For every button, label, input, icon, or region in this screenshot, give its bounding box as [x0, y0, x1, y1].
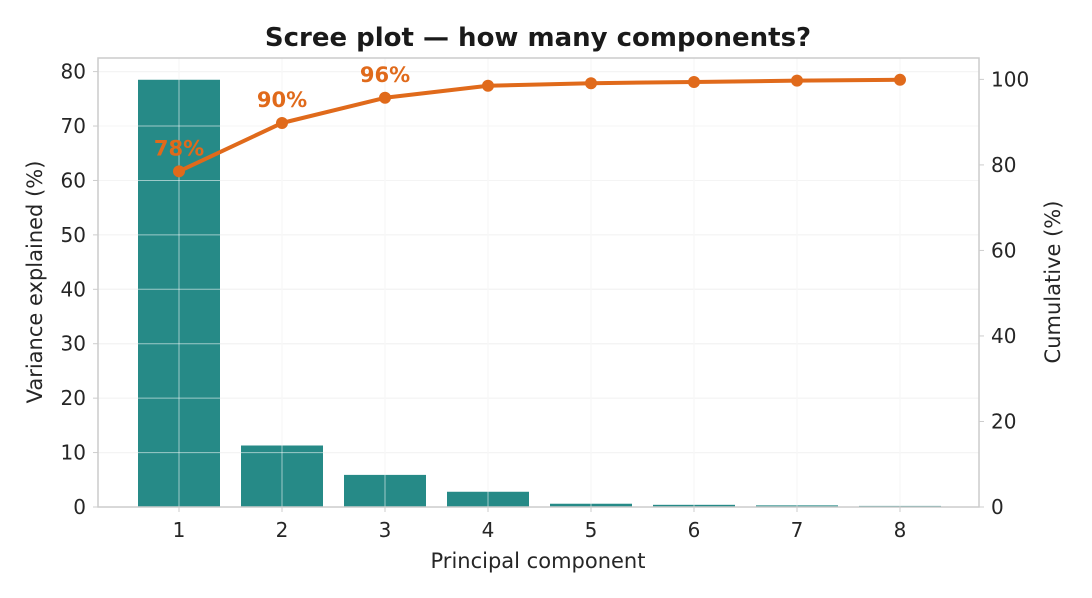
y-tick-label: 40 [61, 277, 86, 301]
y2-tick-label: 60 [991, 238, 1016, 262]
x-tick-label: 5 [585, 518, 598, 542]
x-tick-label: 6 [688, 518, 701, 542]
y-tick-label: 80 [61, 60, 86, 84]
y-tick-label: 30 [61, 332, 86, 356]
cumulative-point [173, 165, 185, 178]
y-axis-label: Variance explained (%) [23, 161, 47, 404]
bar-series [138, 79, 941, 507]
annotations: 78% 90% 96% [154, 63, 410, 161]
y2-tick-label: 40 [991, 324, 1016, 348]
y2-tick-label: 20 [991, 409, 1016, 433]
y2-tick-label: 100 [991, 67, 1029, 91]
cumulative-point [276, 116, 288, 129]
cumulative-point [894, 73, 906, 86]
y2-tick-label: 80 [991, 153, 1016, 177]
y2-axis-label: Cumulative (%) [1041, 201, 1065, 364]
y-tick-label: 20 [61, 386, 86, 410]
chart-title: Scree plot — how many components? [265, 23, 811, 53]
y-tick-label: 10 [61, 441, 86, 465]
data-label: 96% [360, 63, 410, 87]
y2-tick-label: 0 [991, 495, 1004, 519]
tick-labels: 0 10 20 30 40 50 60 70 80 0 20 40 60 80 100 1 2 3 4 5 6 7 8 [61, 60, 1030, 542]
y-tick-label: 60 [61, 168, 86, 192]
grid-overlay [98, 58, 979, 507]
cumulative-line [178, 77, 901, 174]
x-tick-label: 8 [894, 518, 907, 542]
x-tick-label: 7 [791, 518, 804, 542]
y-tick-label: 50 [61, 223, 86, 247]
x-tick-label: 2 [276, 518, 289, 542]
cumulative-point [688, 75, 700, 88]
cumulative-line-series [173, 73, 906, 178]
cumulative-point [791, 74, 803, 87]
y-tick-label: 0 [73, 495, 86, 519]
y-tick-label: 70 [61, 114, 86, 138]
x-axis-label: Principal component [431, 549, 646, 573]
cumulative-point [379, 91, 391, 104]
plot-frame [97, 57, 980, 508]
plot-border [97, 57, 980, 508]
x-tick-label: 1 [173, 518, 186, 542]
data-label: 78% [154, 136, 204, 160]
cumulative-point [585, 77, 597, 90]
grid [98, 58, 979, 508]
cumulative-point [482, 79, 494, 92]
data-label: 90% [257, 88, 307, 112]
x-tick-label: 3 [379, 518, 392, 542]
x-tick-label: 4 [482, 518, 495, 542]
